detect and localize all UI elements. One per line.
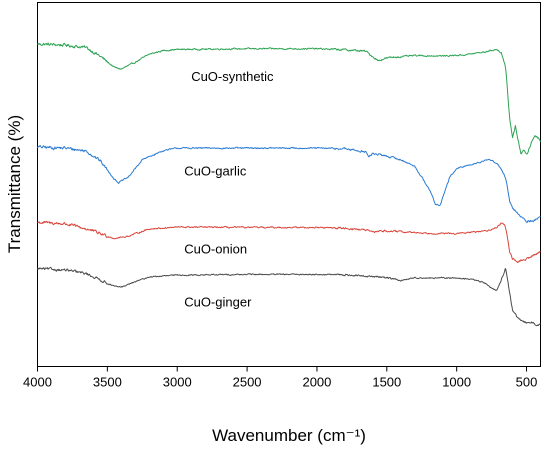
x-axis-title: Wavenumber (cm⁻¹): [212, 426, 366, 445]
series-labels: CuO-synthetic CuO-garlic CuO-onion CuO-ging…: [184, 69, 274, 310]
series-label-cuo-onion: CuO-onion: [184, 242, 247, 257]
x-tick-label: 3000: [163, 375, 192, 390]
series-line-cuo-ginger: [37, 266, 541, 327]
x-tick-label: 1000: [442, 375, 471, 390]
series-line-cuo-synthetic: [37, 42, 541, 155]
x-tick-label: 1500: [372, 375, 401, 390]
x-tick-label: 4000: [23, 375, 52, 390]
series-label-cuo-synthetic: CuO-synthetic: [191, 69, 274, 84]
x-tick-label: 2000: [302, 375, 331, 390]
x-tick-label: 500: [516, 375, 538, 390]
series-layer: [37, 42, 541, 327]
y-axis-title: Transmittance (%): [5, 115, 24, 253]
series-line-cuo-garlic: [37, 145, 541, 224]
x-axis-ticks: 4000 3500 3000 2500 2000 1500 1000 500: [23, 366, 538, 390]
x-tick-label: 3500: [93, 375, 122, 390]
plot-frame: [37, 2, 541, 367]
series-line-cuo-onion: [37, 220, 541, 263]
series-label-cuo-garlic: CuO-garlic: [184, 163, 247, 178]
x-tick-label: 2500: [233, 375, 262, 390]
series-label-cuo-ginger: CuO-ginger: [184, 294, 252, 309]
